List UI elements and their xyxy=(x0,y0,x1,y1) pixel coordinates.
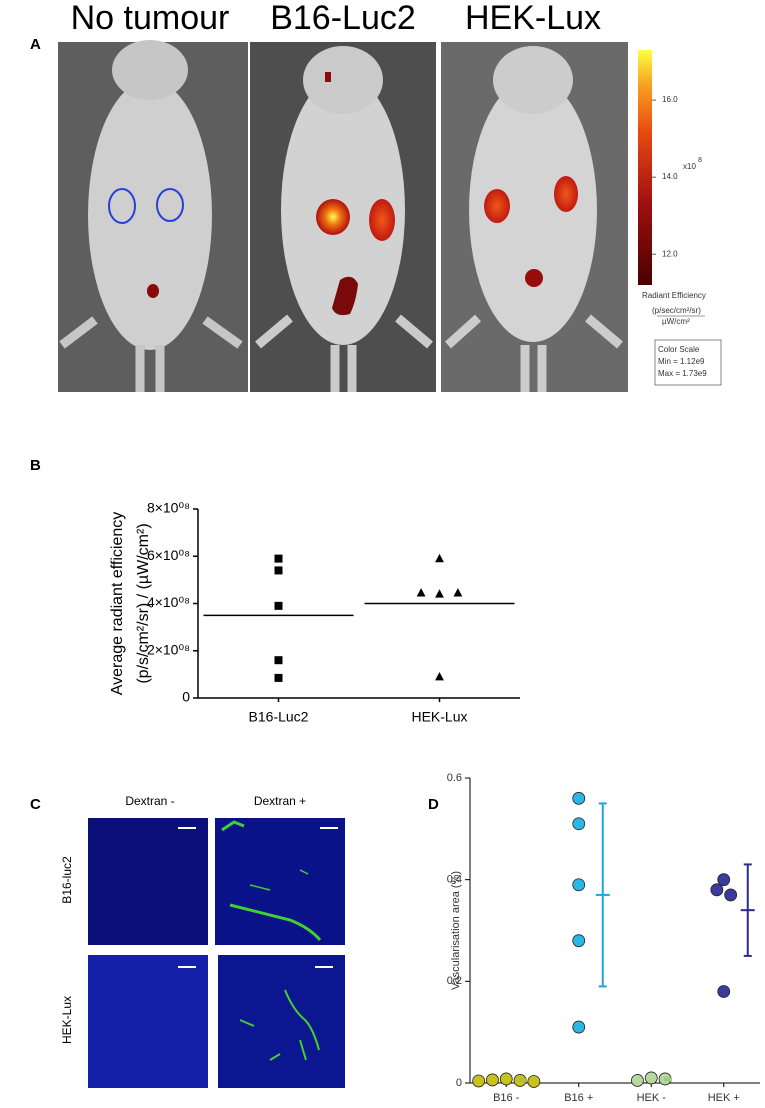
row-label: HEK-Lux xyxy=(60,996,74,1044)
data-point xyxy=(472,1074,486,1088)
data-point xyxy=(631,1074,644,1087)
data-point xyxy=(717,985,731,998)
panel-label: C xyxy=(30,796,41,813)
colorbar-units: (p/sec/cm²/sr) xyxy=(652,306,701,315)
data-point xyxy=(527,1075,541,1088)
micrograph xyxy=(88,955,208,1088)
data-point xyxy=(572,1020,586,1034)
data-point xyxy=(572,878,586,892)
row-label: B16-luc2 xyxy=(60,856,74,904)
micrograph xyxy=(218,955,345,1088)
data-point xyxy=(486,1073,499,1087)
y-tick-label: 2×10⁰⁸ xyxy=(147,641,190,657)
data-point xyxy=(724,888,738,902)
column-label: Dextran + xyxy=(254,794,306,808)
mouse-image xyxy=(441,42,628,392)
colorbar-tick-label: 14.0 xyxy=(662,172,678,181)
y-tick-label: 0.4 xyxy=(447,874,462,886)
y-axis-label: Vascularisation area (%) xyxy=(450,871,462,990)
x-tick-label: HEK - xyxy=(637,1092,667,1104)
color-scale-max: Max = 1.73e9 xyxy=(658,369,707,378)
data-point xyxy=(453,588,463,597)
data-point xyxy=(416,588,426,597)
data-point xyxy=(274,566,283,575)
data-point xyxy=(274,656,283,665)
x-tick-label: HEK + xyxy=(708,1092,740,1104)
y-tick-label: 4×10⁰⁸ xyxy=(147,594,190,610)
colorbar-tick-label: 16.0 xyxy=(662,95,678,104)
data-point xyxy=(717,873,731,887)
data-point xyxy=(710,883,724,897)
x-tick-label: B16-Luc2 xyxy=(249,709,309,725)
mouse-image xyxy=(250,42,436,392)
data-point xyxy=(644,1071,658,1085)
y-tick-label: 0 xyxy=(456,1077,462,1089)
color-scale-title: Color Scale xyxy=(658,345,700,354)
y-tick-label: 0 xyxy=(182,689,190,705)
data-point xyxy=(435,553,444,563)
y-tick-label: 0.2 xyxy=(447,975,462,987)
color-scale-box xyxy=(654,339,722,386)
panel-label: A xyxy=(30,36,41,53)
data-point xyxy=(435,589,444,598)
mouse-image xyxy=(58,40,248,392)
data-point xyxy=(274,673,283,682)
y-axis-label: (p/s/cm²/sr) / (µW/cm²) xyxy=(135,523,152,683)
y-tick-label: 8×10⁰⁸ xyxy=(147,500,190,516)
colorbar-tick-label: 12.0 xyxy=(662,249,678,258)
micrograph xyxy=(215,818,345,945)
data-point xyxy=(274,601,283,610)
x-tick-label: B16 - xyxy=(493,1092,520,1104)
colorbar xyxy=(638,50,652,285)
x-tick-label: HEK-Lux xyxy=(411,709,467,725)
y-axis-label: Average radiant efficiency xyxy=(109,512,126,696)
data-point xyxy=(572,791,586,805)
y-tick-label: 0.6 xyxy=(447,772,462,784)
micrograph xyxy=(88,818,208,945)
data-point xyxy=(274,554,283,563)
image-title: B16-Luc2 xyxy=(270,0,416,37)
data-point xyxy=(435,671,444,681)
colorbar-units: µW/cm² xyxy=(662,317,690,326)
colorbar-title: Radiant Efficiency xyxy=(642,291,706,300)
x-tick-label: B16 + xyxy=(564,1092,593,1104)
data-point xyxy=(499,1072,513,1086)
data-point xyxy=(572,817,586,831)
colorbar-multiplier: x10 xyxy=(683,162,696,171)
column-label: Dextran - xyxy=(125,794,174,808)
data-point xyxy=(572,934,586,948)
colorbar-exponent: 8 xyxy=(698,157,702,164)
color-scale-min: Min = 1.12e9 xyxy=(658,357,705,366)
panel-label: D xyxy=(428,796,439,813)
image-title: No tumour xyxy=(71,0,230,37)
panel-label: B xyxy=(30,457,41,474)
image-title: HEK-Lux xyxy=(465,0,601,37)
y-tick-label: 6×10⁰⁸ xyxy=(147,547,190,563)
